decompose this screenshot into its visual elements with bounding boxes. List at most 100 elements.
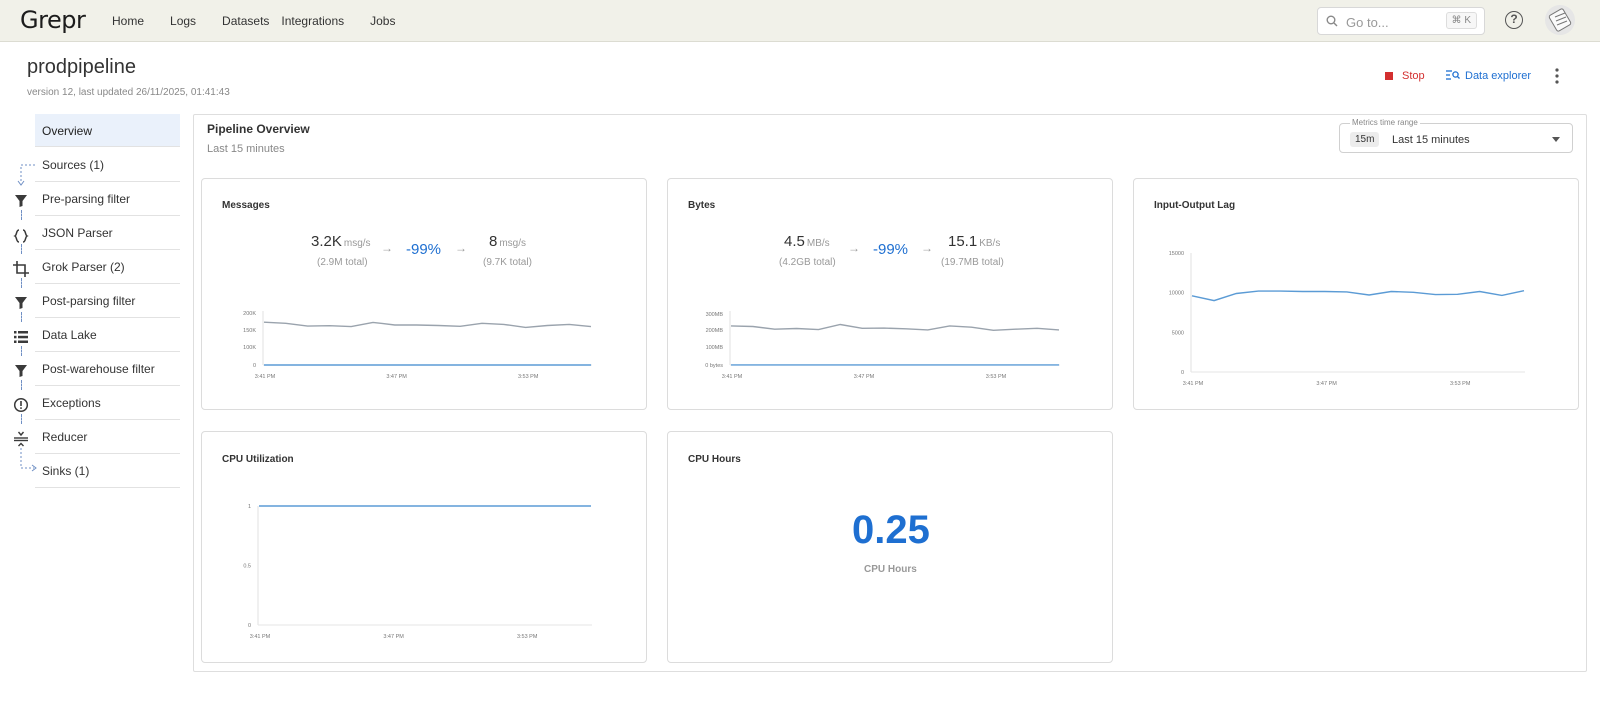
connector-line bbox=[21, 278, 22, 288]
series-line-0 bbox=[730, 323, 1060, 332]
x-tick-label: 3:47 PM bbox=[1316, 381, 1337, 387]
nav-jobs[interactable]: Jobs bbox=[370, 14, 396, 28]
page-subtitle: version 12, last updated 26/11/2025, 01:… bbox=[27, 87, 230, 98]
x-tick-label: 3:41 PM bbox=[250, 634, 271, 640]
chevron-down-icon bbox=[1552, 137, 1560, 142]
arrow-right-icon: → bbox=[848, 241, 860, 255]
x-tick-label: 3:47 PM bbox=[386, 374, 407, 380]
x-tick-label: 3:53 PM bbox=[518, 374, 539, 380]
cpu-utilization-chart: 1 0.5 0 3:41 PM 3:47 PM 3:53 PM bbox=[243, 504, 592, 640]
explorer-label: Data explorer bbox=[1465, 70, 1532, 82]
messages-chart: 200K 150K 100K 0 3:41 PM 3:47 PM 3:53 PM bbox=[243, 311, 592, 380]
filter-icon bbox=[15, 297, 27, 309]
bytes-in-total: (4.2GB total) bbox=[779, 257, 836, 268]
lag-card bbox=[1133, 178, 1579, 410]
search-box[interactable]: Go to... ⌘ K bbox=[1317, 7, 1485, 35]
bytes-title: Bytes bbox=[688, 200, 716, 211]
messages-in-value: 3.2K msg/s bbox=[311, 233, 371, 250]
connector-line bbox=[21, 312, 22, 322]
connector-line bbox=[21, 346, 22, 356]
filter-icon bbox=[15, 365, 27, 377]
alert-circle-icon bbox=[13, 397, 29, 413]
y-tick-label: 0 bbox=[253, 363, 256, 369]
overview-subtitle: Last 15 minutes bbox=[207, 143, 285, 155]
help-icon[interactable]: ? bbox=[1505, 11, 1523, 29]
stop-label: Stop bbox=[1402, 70, 1425, 82]
crop-icon bbox=[13, 261, 29, 277]
x-tick-label: 3:41 PM bbox=[722, 374, 743, 380]
page-title: prodpipeline bbox=[27, 56, 136, 78]
y-tick-label: 0 bbox=[1181, 370, 1184, 376]
y-tick-label: 0 bytes bbox=[705, 363, 723, 369]
x-tick-label: 3:53 PM bbox=[1450, 381, 1471, 387]
nav-logs[interactable]: Logs bbox=[170, 14, 197, 28]
y-tick-label: 200MB bbox=[706, 328, 724, 334]
cpu-utilization-card bbox=[201, 431, 647, 663]
unit-text: KB/s bbox=[979, 238, 1001, 249]
cpu-hours-card bbox=[667, 431, 1113, 663]
y-tick-label: 100MB bbox=[706, 345, 724, 351]
x-tick-label: 3:47 PM bbox=[854, 374, 875, 380]
bytes-chart: 300MB 200MB 100MB 0 bytes 3:41 PM 3:47 PM 3:53… bbox=[705, 311, 1060, 380]
bytes-out-value: 15.1 KB/s bbox=[948, 233, 1000, 250]
sidebar-item-overview[interactable]: Overview bbox=[35, 114, 180, 147]
sidebar-item-post-warehouse-filter[interactable]: Post-warehouse filter bbox=[35, 352, 180, 386]
series-line-0 bbox=[263, 321, 592, 329]
cpu-hours-label: CPU Hours bbox=[864, 564, 917, 575]
nav-home[interactable]: Home bbox=[112, 14, 145, 28]
bytes-card bbox=[667, 178, 1113, 410]
top-nav: Grepr Home Logs Datasets Integrations Jo… bbox=[0, 0, 1600, 42]
cpu-hours-title: CPU Hours bbox=[688, 454, 741, 465]
sidebar-item-data-lake[interactable]: Data Lake bbox=[35, 318, 180, 352]
sidebar-item-label: JSON Parser bbox=[42, 226, 113, 240]
x-tick-label: 3:47 PM bbox=[383, 634, 404, 640]
bytes-in-value: 4.5 MB/s bbox=[784, 233, 830, 250]
data-explorer-button[interactable]: Data explorer bbox=[1446, 70, 1531, 82]
logo[interactable]: Grepr bbox=[20, 6, 86, 34]
sidebar-item-pre-parsing-filter[interactable]: Pre-parsing filter bbox=[35, 182, 180, 216]
search-shortcut: ⌘ K bbox=[1445, 12, 1477, 29]
nav-integrations[interactable]: Integrations bbox=[281, 14, 345, 28]
y-tick-label: 300MB bbox=[706, 312, 724, 318]
search-icon bbox=[1326, 15, 1338, 27]
sidebar-item-sources[interactable]: Sources (1) bbox=[35, 148, 180, 182]
connector-line bbox=[21, 210, 22, 220]
sidebar-item-label: Overview bbox=[42, 124, 93, 138]
connector-line bbox=[21, 244, 22, 254]
cpu-hours-value: 0.25 bbox=[852, 508, 930, 552]
lag-chart: 15000 10000 5000 0 3:41 PM 3:47 PM 3:53 PM bbox=[1169, 251, 1525, 387]
sidebar-item-json-parser[interactable]: JSON Parser bbox=[35, 216, 180, 250]
sidebar-item-sinks[interactable]: Sinks (1) bbox=[35, 454, 180, 488]
y-tick-label: 100K bbox=[243, 345, 256, 351]
avatar[interactable] bbox=[1545, 5, 1575, 35]
unit-text: msg/s bbox=[343, 238, 371, 249]
list-icon bbox=[14, 331, 28, 343]
search-input[interactable]: Go to... bbox=[1346, 15, 1389, 30]
explorer-icon bbox=[1446, 70, 1460, 80]
sidebar-item-post-parsing-filter[interactable]: Post-parsing filter bbox=[35, 284, 180, 318]
arrow-right-icon: → bbox=[921, 241, 933, 255]
y-tick-label: 0 bbox=[248, 623, 251, 629]
stop-button[interactable]: Stop bbox=[1385, 70, 1425, 82]
x-tick-label: 3:41 PM bbox=[255, 374, 276, 380]
sidebar-item-label: Post-warehouse filter bbox=[42, 362, 155, 376]
arrow-right-icon: → bbox=[455, 241, 467, 255]
sidebar-item-label: Sinks (1) bbox=[42, 464, 90, 478]
series-line-0 bbox=[1191, 290, 1525, 302]
cpu-utilization-title: CPU Utilization bbox=[222, 454, 294, 465]
bytes-reduction: -99% bbox=[873, 241, 909, 258]
y-tick-label: 150K bbox=[243, 328, 256, 334]
time-range-chip: 15m bbox=[1350, 132, 1380, 147]
overview-panel bbox=[193, 114, 1587, 672]
sidebar-item-label: Post-parsing filter bbox=[42, 294, 136, 308]
nav-datasets[interactable]: Datasets bbox=[222, 14, 270, 28]
sidebar-item-label: Data Lake bbox=[42, 328, 97, 342]
braces-icon bbox=[13, 229, 29, 243]
connector-line bbox=[21, 414, 22, 424]
more-options-icon[interactable] bbox=[1555, 68, 1559, 84]
x-tick-label: 3:41 PM bbox=[1183, 381, 1204, 387]
sidebar-item-grok-parser[interactable]: Grok Parser (2) bbox=[35, 250, 180, 284]
sidebar-item-exceptions[interactable]: Exceptions bbox=[35, 386, 180, 420]
sidebar-item-reducer[interactable]: Reducer bbox=[35, 420, 180, 454]
time-range-select[interactable]: Metrics time range 15m Last 15 minutes bbox=[1339, 118, 1573, 153]
